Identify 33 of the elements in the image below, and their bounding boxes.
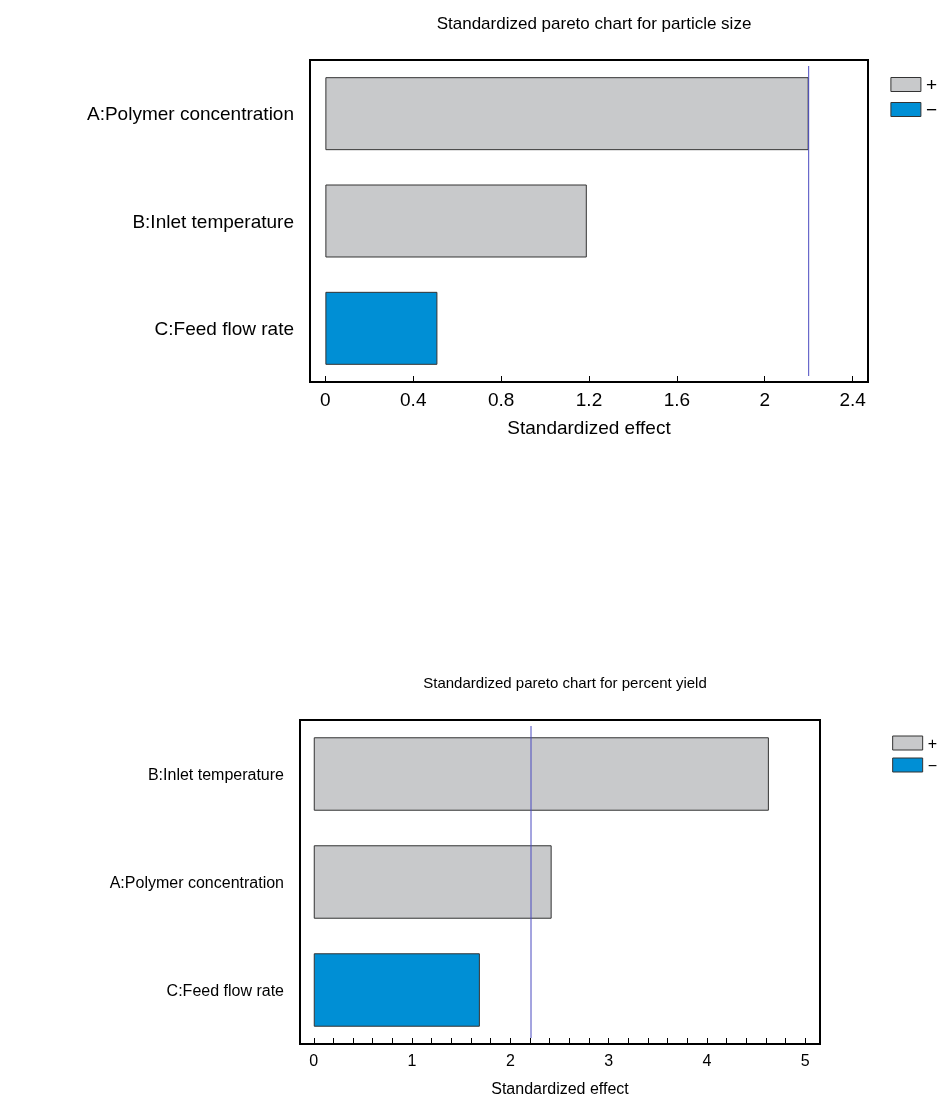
x-tick-label: 2 (505, 1051, 515, 1069)
x-tick-label: 0 (320, 389, 331, 410)
x-tick-label: 1.6 (663, 389, 691, 410)
x-tick-label: 3 (604, 1051, 614, 1069)
y-tick-label: B:Inlet temperature (132, 210, 294, 232)
x-tick-label: 4 (702, 1051, 712, 1069)
legend-label: − (927, 756, 937, 774)
x-tick-label: 1.2 (575, 389, 603, 410)
bar (325, 184, 587, 258)
x-tick-label: 0.8 (487, 389, 515, 410)
y-tick-label: B:Inlet temperature (147, 765, 285, 783)
x-tick-label: 5 (800, 1051, 810, 1069)
y-tick-label: A:Polymer concentration (109, 873, 284, 891)
x-axis-title: Standardized effect (507, 417, 672, 438)
bar (313, 953, 480, 1027)
x-tick-label: 0.4 (400, 389, 427, 410)
chart-title: Standardized pareto chart for percent yield (423, 674, 707, 691)
y-tick-label: A:Polymer concentration (87, 103, 294, 125)
chart-title: Standardized pareto chart for particle size (436, 14, 752, 33)
y-tick-label: C:Feed flow rate (154, 317, 294, 339)
x-axis-title: Standardized effect (491, 1079, 630, 1097)
bar (313, 845, 552, 919)
legend-label: + (925, 74, 938, 95)
x-tick-label: 0 (309, 1051, 319, 1069)
y-tick-label: C:Feed flow rate (166, 981, 285, 999)
x-tick-label: 2 (759, 389, 771, 410)
legend-label: + (927, 734, 937, 752)
x-tick-label: 1 (407, 1051, 417, 1069)
bar (325, 291, 438, 365)
bar (313, 737, 769, 811)
bar (325, 77, 809, 151)
legend-label: − (925, 99, 938, 120)
x-tick-label: 2.4 (839, 389, 867, 410)
